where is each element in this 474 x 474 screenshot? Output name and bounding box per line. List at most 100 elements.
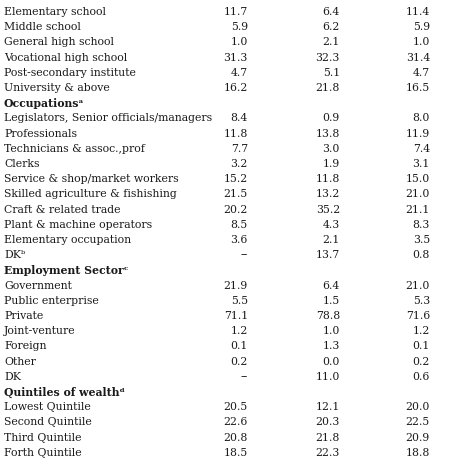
Text: Employment Sectorᶜ: Employment Sectorᶜ: [4, 265, 128, 276]
Text: Craft & related trade: Craft & related trade: [4, 205, 120, 215]
Text: 71.6: 71.6: [406, 311, 430, 321]
Text: Private: Private: [4, 311, 43, 321]
Text: 0.6: 0.6: [413, 372, 430, 382]
Text: 4.7: 4.7: [413, 68, 430, 78]
Text: Quintiles of wealthᵈ: Quintiles of wealthᵈ: [4, 387, 125, 398]
Text: 8.5: 8.5: [231, 220, 248, 230]
Text: 1.5: 1.5: [323, 296, 340, 306]
Text: 13.8: 13.8: [316, 128, 340, 138]
Text: 7.4: 7.4: [413, 144, 430, 154]
Text: 12.1: 12.1: [316, 402, 340, 412]
Text: 1.0: 1.0: [231, 37, 248, 47]
Text: 21.0: 21.0: [406, 190, 430, 200]
Text: Elementary school: Elementary school: [4, 7, 106, 17]
Text: 15.0: 15.0: [406, 174, 430, 184]
Text: 5.3: 5.3: [413, 296, 430, 306]
Text: 11.0: 11.0: [316, 372, 340, 382]
Text: 0.9: 0.9: [323, 113, 340, 123]
Text: 1.0: 1.0: [323, 326, 340, 336]
Text: 0.2: 0.2: [231, 356, 248, 366]
Text: 20.3: 20.3: [316, 418, 340, 428]
Text: 0.1: 0.1: [413, 341, 430, 351]
Text: --: --: [241, 372, 248, 382]
Text: Second Quintile: Second Quintile: [4, 418, 92, 428]
Text: Post-secondary institute: Post-secondary institute: [4, 68, 136, 78]
Text: 22.3: 22.3: [316, 448, 340, 458]
Text: 35.2: 35.2: [316, 205, 340, 215]
Text: 20.0: 20.0: [406, 402, 430, 412]
Text: Professionals: Professionals: [4, 128, 77, 138]
Text: 2.1: 2.1: [323, 235, 340, 245]
Text: 6.4: 6.4: [323, 281, 340, 291]
Text: 71.1: 71.1: [224, 311, 248, 321]
Text: 18.5: 18.5: [224, 448, 248, 458]
Text: Forth Quintile: Forth Quintile: [4, 448, 82, 458]
Text: 0.0: 0.0: [323, 356, 340, 366]
Text: 21.5: 21.5: [224, 190, 248, 200]
Text: 0.8: 0.8: [413, 250, 430, 260]
Text: 6.4: 6.4: [323, 7, 340, 17]
Text: 5.9: 5.9: [231, 22, 248, 32]
Text: 11.4: 11.4: [406, 7, 430, 17]
Text: 21.8: 21.8: [316, 433, 340, 443]
Text: 1.2: 1.2: [231, 326, 248, 336]
Text: 32.3: 32.3: [316, 53, 340, 63]
Text: Occupationsᵃ: Occupationsᵃ: [4, 98, 84, 109]
Text: 1.3: 1.3: [323, 341, 340, 351]
Text: Government: Government: [4, 281, 72, 291]
Text: 16.2: 16.2: [224, 83, 248, 93]
Text: 8.0: 8.0: [413, 113, 430, 123]
Text: 7.7: 7.7: [231, 144, 248, 154]
Text: 3.0: 3.0: [323, 144, 340, 154]
Text: University & above: University & above: [4, 83, 110, 93]
Text: 21.9: 21.9: [224, 281, 248, 291]
Text: 22.6: 22.6: [224, 418, 248, 428]
Text: Public enterprise: Public enterprise: [4, 296, 99, 306]
Text: Clerks: Clerks: [4, 159, 39, 169]
Text: Service & shop/market workers: Service & shop/market workers: [4, 174, 179, 184]
Text: 3.2: 3.2: [231, 159, 248, 169]
Text: 20.2: 20.2: [224, 205, 248, 215]
Text: Plant & machine operators: Plant & machine operators: [4, 220, 152, 230]
Text: 6.2: 6.2: [323, 22, 340, 32]
Text: 1.0: 1.0: [413, 37, 430, 47]
Text: Middle school: Middle school: [4, 22, 81, 32]
Text: Vocational high school: Vocational high school: [4, 53, 127, 63]
Text: 3.5: 3.5: [413, 235, 430, 245]
Text: Foreign: Foreign: [4, 341, 46, 351]
Text: 4.3: 4.3: [323, 220, 340, 230]
Text: 13.7: 13.7: [316, 250, 340, 260]
Text: 2.1: 2.1: [323, 37, 340, 47]
Text: Joint-venture: Joint-venture: [4, 326, 76, 336]
Text: 13.2: 13.2: [316, 190, 340, 200]
Text: 31.4: 31.4: [406, 53, 430, 63]
Text: --: --: [241, 250, 248, 260]
Text: 4.7: 4.7: [231, 68, 248, 78]
Text: General high school: General high school: [4, 37, 114, 47]
Text: 22.5: 22.5: [406, 418, 430, 428]
Text: 11.7: 11.7: [224, 7, 248, 17]
Text: 8.3: 8.3: [413, 220, 430, 230]
Text: 11.8: 11.8: [316, 174, 340, 184]
Text: 21.0: 21.0: [406, 281, 430, 291]
Text: 20.8: 20.8: [224, 433, 248, 443]
Text: 11.8: 11.8: [224, 128, 248, 138]
Text: 20.9: 20.9: [406, 433, 430, 443]
Text: 18.8: 18.8: [406, 448, 430, 458]
Text: 8.4: 8.4: [231, 113, 248, 123]
Text: 21.8: 21.8: [316, 83, 340, 93]
Text: 3.6: 3.6: [231, 235, 248, 245]
Text: 20.5: 20.5: [224, 402, 248, 412]
Text: 1.2: 1.2: [413, 326, 430, 336]
Text: 1.9: 1.9: [323, 159, 340, 169]
Text: Technicians & assoc.,prof: Technicians & assoc.,prof: [4, 144, 145, 154]
Text: DKᵇ: DKᵇ: [4, 250, 25, 260]
Text: 11.9: 11.9: [406, 128, 430, 138]
Text: Third Quintile: Third Quintile: [4, 433, 82, 443]
Text: DK: DK: [4, 372, 21, 382]
Text: 0.1: 0.1: [231, 341, 248, 351]
Text: 31.3: 31.3: [224, 53, 248, 63]
Text: Elementary occupation: Elementary occupation: [4, 235, 131, 245]
Text: 5.9: 5.9: [413, 22, 430, 32]
Text: Other: Other: [4, 356, 36, 366]
